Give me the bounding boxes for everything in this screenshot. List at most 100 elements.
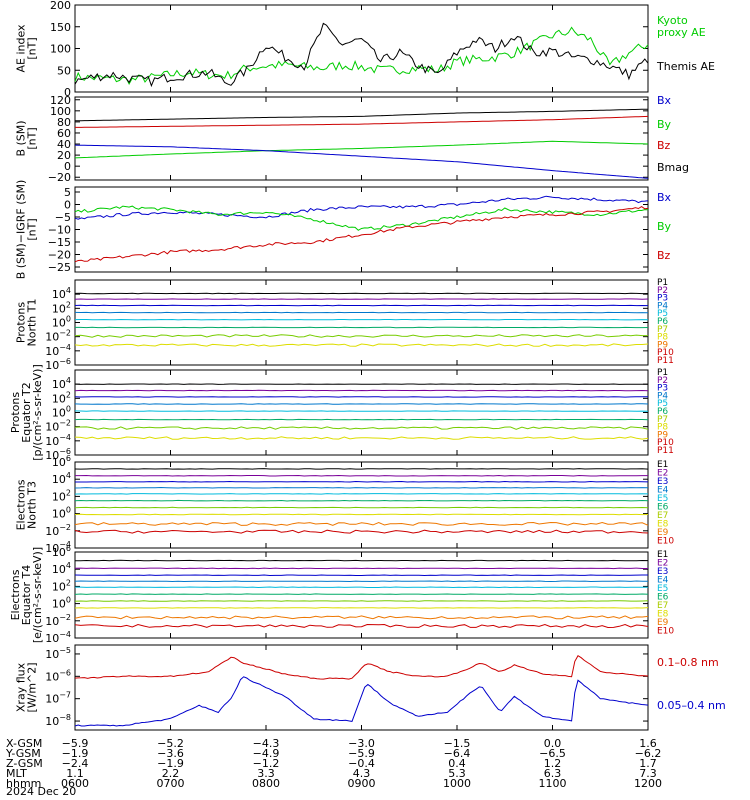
legend-entry: P11: [657, 356, 674, 366]
series-line-themis-ae: [74, 22, 649, 88]
panel-frame: [74, 551, 649, 639]
ephemeris-value: −6.2: [635, 747, 662, 760]
ephemeris-value: −5.2: [157, 737, 184, 750]
ephemeris-value: −1.5: [444, 737, 471, 750]
legend-entry: 0.05–0.4 nm: [657, 699, 726, 712]
y-tick-label: 104: [52, 286, 71, 301]
ephemeris-value: −2.4: [62, 757, 89, 770]
y-axis-label: [nT]: [26, 37, 39, 59]
ephemeris-value: −1.2: [253, 757, 280, 770]
legend-entry: P6: [657, 317, 668, 327]
flux-channel-line: [74, 468, 649, 470]
y-tick-label: 102: [52, 390, 71, 405]
legend-entry: P3: [657, 384, 668, 394]
flux-channel-line: [74, 343, 649, 347]
y-tick-label: 20: [57, 149, 71, 162]
flux-channel-line: [74, 580, 649, 583]
y-tick-label: 102: [52, 578, 71, 593]
ephemeris-value: 7.3: [639, 767, 657, 780]
y-tick-label: 100: [50, 105, 71, 118]
legend-entry: P11: [657, 446, 674, 456]
flux-channel-line: [75, 480, 649, 483]
y-axis-label: Equator T4: [20, 565, 33, 625]
series-line-0-1-0-8-nm: [74, 654, 649, 680]
legend-entry: Bx: [657, 94, 672, 107]
legend-entry: E2: [657, 469, 668, 479]
y-axis-label: [nT]: [26, 127, 39, 149]
y-axis-label: [W/m^2]: [26, 662, 39, 712]
y-tick-label: 60: [57, 127, 71, 140]
panel-frame: [74, 4, 649, 93]
ephemeris-value: 1.2: [544, 757, 562, 770]
legend-entry: Bx: [657, 191, 672, 204]
y-axis-label: Xray flux: [15, 662, 28, 712]
legend-entry: Kyoto: [657, 14, 688, 27]
y-tick-label: 100: [52, 405, 71, 420]
flux-channel-line: [75, 474, 648, 477]
y-axis-label: [p/(cm²-s-sr-keV)]: [31, 364, 44, 461]
ephemeris-value: 2.2: [162, 767, 180, 780]
y-tick-label: 100: [52, 596, 71, 611]
legend-entry: P10: [657, 438, 674, 448]
flux-channel-line: [75, 586, 649, 589]
y-tick-label: 50: [57, 64, 71, 77]
y-tick-label: −15: [48, 236, 71, 249]
legend-entry: P5: [657, 399, 668, 409]
y-tick-label: 102: [52, 488, 71, 503]
ephemeris-value: −3.6: [157, 747, 184, 760]
ephemeris-value: 1100: [539, 777, 567, 790]
y-tick-label: −25: [48, 261, 71, 274]
ephemeris-value: −5.9: [62, 737, 89, 750]
y-tick-label: −20: [48, 171, 71, 184]
y-axis-label: North T1: [26, 299, 39, 347]
y-axis-label: B (SM): [15, 120, 28, 156]
flux-channel-line: [74, 436, 649, 440]
y-tick-label: 104: [52, 376, 71, 391]
y-axis-label: B (SM)−IGRF (SM): [15, 180, 28, 280]
y-tick-label: 10−4: [45, 540, 71, 555]
y-tick-label: 10−5: [45, 646, 71, 661]
legend-entry: E4: [657, 486, 669, 496]
y-tick-label: −10: [48, 224, 71, 237]
ephemeris-value: 4.3: [353, 767, 371, 780]
y-tick-label: 5: [64, 186, 71, 199]
legend-entry: By: [657, 220, 672, 233]
flux-channel-line: [74, 499, 649, 502]
y-tick-label: 100: [50, 43, 71, 56]
ephemeris-value: −1.9: [62, 747, 89, 760]
series-line-bx: [74, 195, 649, 220]
y-tick-label: 10−4: [45, 343, 71, 358]
y-tick-label: 10−8: [45, 713, 71, 728]
y-axis-label: Protons: [9, 392, 22, 433]
panel-frame: [74, 461, 649, 549]
ephemeris-value: −0.4: [348, 757, 375, 770]
legend-entry: E9: [657, 618, 669, 628]
y-tick-label: 10−6: [45, 447, 71, 462]
ephemeris-value: −4.3: [253, 737, 280, 750]
legend-entry: P2: [657, 376, 668, 386]
ephemeris-row-label: Y-GSM: [5, 747, 41, 760]
legend-entry: E2: [657, 559, 668, 569]
legend-entry: Bmag: [657, 161, 689, 174]
y-tick-label: 10−2: [45, 329, 71, 344]
legend-entry: P4: [657, 301, 668, 311]
panel-xray: 10−8 10−7 10−6 10−5 Xray flux[W/m^2] 0.1–0.8 …: [15, 644, 726, 731]
legend-entry: P10: [657, 348, 674, 358]
ephemeris-row-label: Z-GSM: [6, 757, 43, 770]
flux-channel-line: [74, 559, 649, 562]
flux-channel-line: [74, 623, 649, 629]
y-tick-label: 100: [52, 506, 71, 521]
y-tick-label: 102: [52, 300, 71, 315]
legend-entry: P4: [657, 391, 668, 401]
legend-entry: E9: [657, 528, 669, 538]
legend-entry: E10: [657, 627, 674, 637]
ephemeris-value: 1.1: [66, 767, 84, 780]
y-axis-label: Equator T2: [20, 382, 33, 442]
flux-channel-line: [74, 521, 649, 526]
flux-channel-line: [74, 486, 649, 489]
